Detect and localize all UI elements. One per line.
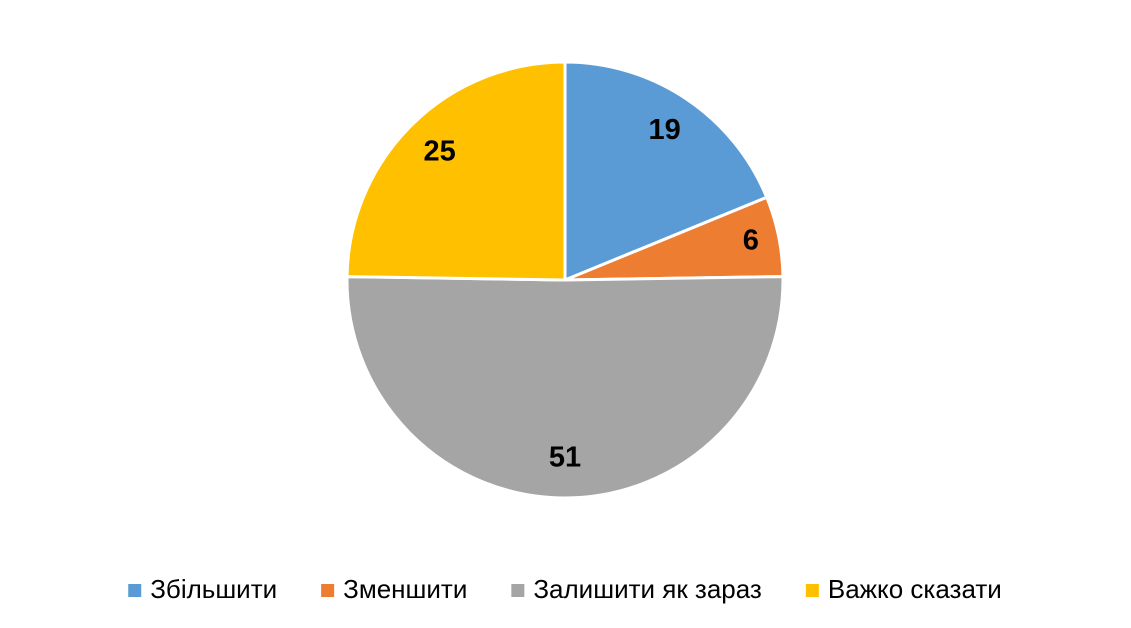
legend-label: Збільшити (150, 574, 277, 604)
pie-slice (345, 275, 785, 500)
legend-label: Важко сказати (828, 574, 1002, 604)
legend: Збільшити Зменшити Залишити як зараз Важко … (128, 574, 1002, 604)
pie-slice (345, 60, 567, 282)
data-label: 19 (648, 114, 680, 146)
data-label: 6 (743, 225, 759, 257)
data-label: 51 (549, 441, 581, 473)
legend-swatch (805, 584, 819, 597)
legend-label: Зменшити (343, 574, 467, 604)
legend-swatch (511, 584, 525, 597)
data-label: 25 (423, 135, 455, 167)
legend-label: Залишити як зараз (533, 574, 762, 604)
pie-slice (563, 60, 769, 283)
legend-swatch (321, 584, 335, 597)
legend-swatch (128, 584, 142, 597)
